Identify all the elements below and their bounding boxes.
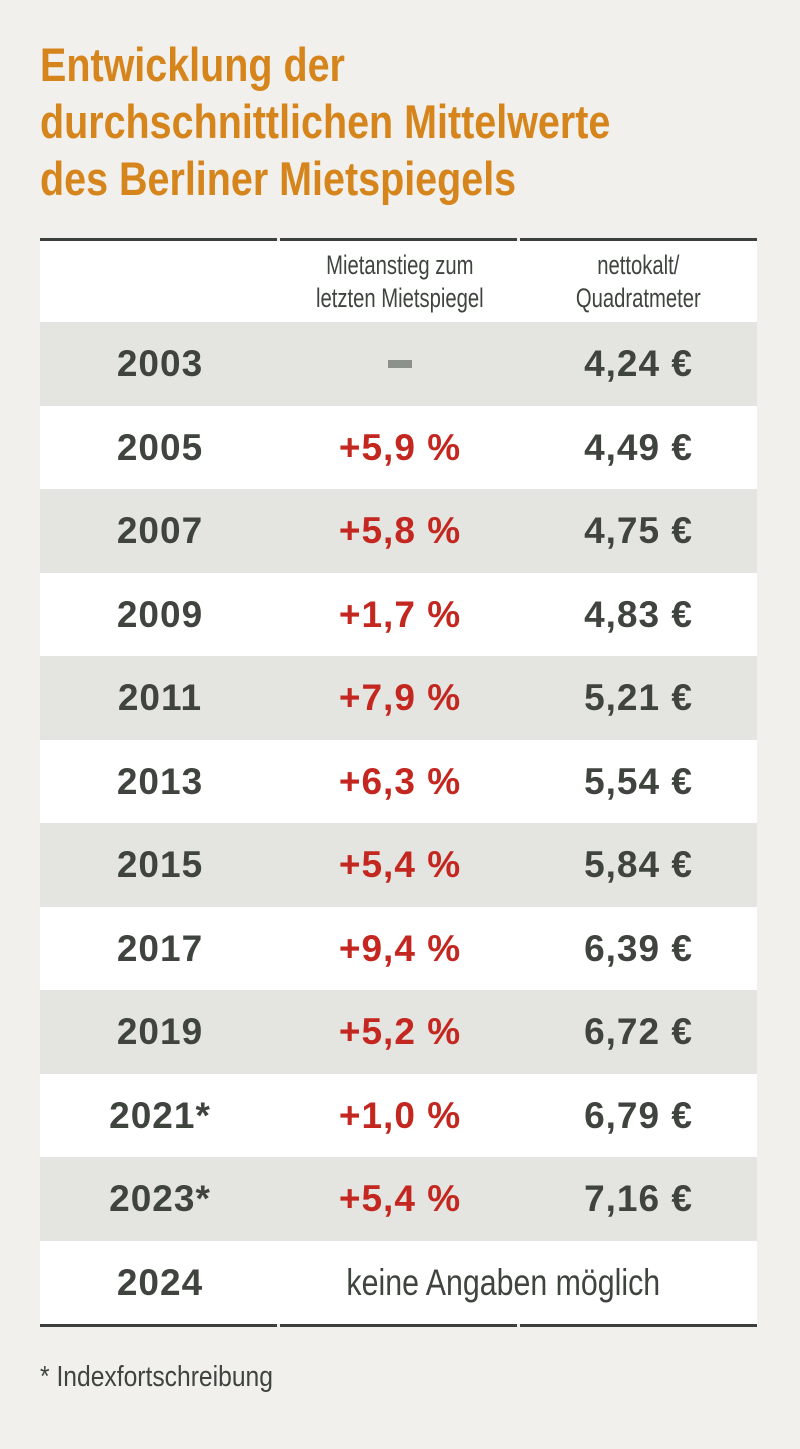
increase-value: +9,4 % (338, 927, 462, 969)
year-value: 2003 (116, 343, 204, 385)
year-cell: 2021* (40, 1074, 280, 1158)
year-value: 2007 (116, 510, 204, 552)
note-cell: keine Angaben möglich (280, 1241, 757, 1325)
year-cell: 2023* (40, 1157, 280, 1241)
rent-value: 7,16 € (584, 1178, 693, 1220)
table-row: 2011 +7,9 % 5,21 € (40, 656, 757, 740)
year-cell: 2011 (40, 656, 280, 740)
table-body: 2003 – 4,24 € 2005 +5,9 % 4,49 € 2007 +5… (40, 322, 757, 1325)
year-value: 2017 (116, 927, 204, 969)
increase-value: +5,2 % (338, 1011, 462, 1053)
year-value: 2011 (117, 677, 203, 719)
rent-cell: 5,84 € (520, 823, 757, 907)
table-bottom-rule (40, 1324, 757, 1328)
rent-cell: 6,72 € (520, 990, 757, 1074)
rent-value: 4,83 € (584, 593, 693, 635)
rent-cell: 4,75 € (520, 489, 757, 573)
title-line-2: durchschnittlichen Mittelwerte (40, 95, 611, 148)
header-rent-label: nettokalt/ Quadratmeter (576, 249, 701, 313)
year-cell: 2009 (40, 573, 280, 657)
rent-value: 5,21 € (584, 677, 693, 719)
header-col-increase: Mietanstieg zum letzten Mietspiegel (280, 241, 520, 322)
rent-value: 6,79 € (584, 1094, 693, 1136)
rent-cell: 4,49 € (520, 406, 757, 490)
footnote: * Indexfortschreibung (40, 1361, 757, 1394)
table-row: 2013 +6,3 % 5,54 € (40, 739, 757, 824)
year-value: 2024 (116, 1261, 204, 1303)
table-row: 2019 +5,2 % 6,72 € (40, 990, 757, 1074)
note-value: keine Angaben möglich (346, 1261, 661, 1303)
rent-value: 5,54 € (584, 760, 693, 802)
page-title: Entwicklung der durchschnittlichen Mitte… (40, 36, 757, 207)
increase-cell: +7,9 % (280, 656, 520, 740)
year-value: 2023* (109, 1178, 211, 1220)
increase-cell: +1,0 % (280, 1074, 520, 1158)
header-col-rent: nettokalt/ Quadratmeter (520, 241, 757, 322)
table-row: 2005 +5,9 % 4,49 € (40, 405, 757, 490)
year-cell: 2017 (40, 907, 280, 991)
increase-value: +1,7 % (338, 593, 462, 635)
increase-cell: +9,4 % (280, 907, 520, 991)
increase-cell: +6,3 % (280, 740, 520, 824)
footnote-text: * Indexfortschreibung (40, 1361, 273, 1394)
table-row: 2003 – 4,24 € (40, 322, 757, 406)
increase-cell: +5,2 % (280, 990, 520, 1074)
table-row: 2017 +9,4 % 6,39 € (40, 906, 757, 991)
increase-value: – (388, 360, 412, 369)
increase-value: +5,4 % (338, 844, 462, 886)
rent-cell: 7,16 € (520, 1157, 757, 1241)
increase-value: +5,4 % (338, 1178, 462, 1220)
year-value: 2009 (116, 593, 204, 635)
increase-value: +5,9 % (338, 426, 462, 468)
year-cell: 2007 (40, 489, 280, 573)
increase-cell: +5,4 % (280, 823, 520, 907)
year-value: 2015 (116, 844, 204, 886)
year-cell: 2013 (40, 740, 280, 824)
table-top-rule (40, 238, 757, 242)
year-cell: 2005 (40, 406, 280, 490)
rent-cell: 5,21 € (520, 656, 757, 740)
year-value: 2019 (116, 1011, 204, 1053)
table-row: 2024 keine Angaben möglich (40, 1240, 757, 1325)
year-value: 2005 (116, 426, 204, 468)
table-row: 2015 +5,4 % 5,84 € (40, 823, 757, 907)
table-row: 2007 +5,8 % 4,75 € (40, 489, 757, 573)
increase-value: +5,8 % (338, 510, 462, 552)
table-row: 2021* +1,0 % 6,79 € (40, 1073, 757, 1158)
increase-value: +7,9 % (338, 677, 462, 719)
rent-value: 4,24 € (584, 343, 693, 385)
rent-cell: 5,54 € (520, 740, 757, 824)
table-header-row: Mietanstieg zum letzten Mietspiegel nett… (40, 241, 757, 323)
increase-cell: +1,7 % (280, 573, 520, 657)
rent-value: 6,39 € (584, 927, 693, 969)
year-value: 2021* (109, 1094, 211, 1136)
rent-cell: 4,24 € (520, 322, 757, 406)
rent-cell: 6,39 € (520, 907, 757, 991)
increase-cell: +5,8 % (280, 489, 520, 573)
rent-table: Mietanstieg zum letzten Mietspiegel nett… (40, 238, 757, 1328)
year-cell: 2019 (40, 990, 280, 1074)
table-row: 2023* +5,4 % 7,16 € (40, 1157, 757, 1241)
increase-value: +1,0 % (338, 1094, 462, 1136)
rent-cell: 6,79 € (520, 1074, 757, 1158)
year-value: 2013 (116, 760, 204, 802)
rent-value: 4,49 € (584, 426, 693, 468)
title-line-1: Entwicklung der (40, 38, 345, 91)
rent-value: 6,72 € (584, 1011, 693, 1053)
page: Entwicklung der durchschnittlichen Mitte… (0, 36, 800, 1394)
year-cell: 2015 (40, 823, 280, 907)
increase-cell: +5,4 % (280, 1157, 520, 1241)
increase-value: +6,3 % (338, 760, 462, 802)
rent-cell: 4,83 € (520, 573, 757, 657)
table-row: 2009 +1,7 % 4,83 € (40, 572, 757, 657)
rent-value: 4,75 € (584, 510, 693, 552)
rent-value: 5,84 € (584, 844, 693, 886)
header-col-year (40, 241, 280, 322)
year-cell: 2003 (40, 322, 280, 406)
year-cell: 2024 (40, 1241, 280, 1325)
header-increase-label: Mietanstieg zum letzten Mietspiegel (316, 249, 484, 313)
title-line-3: des Berliner Mietspiegels (40, 152, 517, 205)
increase-cell: +5,9 % (280, 406, 520, 490)
increase-cell: – (280, 322, 520, 406)
